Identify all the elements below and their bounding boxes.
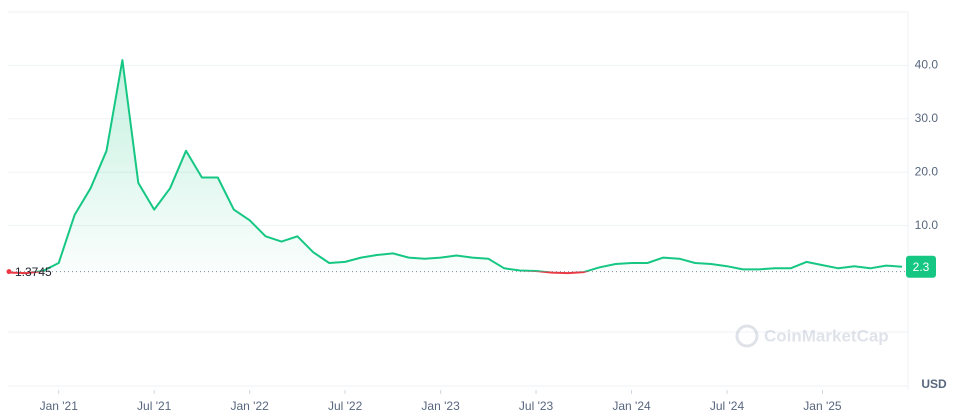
price-area	[11, 60, 902, 274]
price-line	[10, 59, 903, 275]
x-tick-label: Jul '21	[137, 399, 172, 413]
x-tick-label: Jan '22	[230, 399, 269, 413]
watermark: CoinMarketCap	[735, 324, 889, 348]
y-tick-label: 10.0	[915, 218, 939, 232]
currency-label: USD	[921, 377, 947, 391]
x-tick-label: Jan '25	[803, 399, 842, 413]
x-tick-label: Jan '24	[612, 399, 651, 413]
y-tick-label: 30.0	[915, 111, 939, 125]
plot: 10.0 20.0 30.0 40.0 Jan '21 Jul '21 Jan '22 Jul…	[6, 58, 939, 413]
y-tick-label: 40.0	[915, 58, 939, 72]
watermark-text: CoinMarketCap	[764, 326, 889, 345]
baseline-dot	[6, 269, 12, 275]
current-price-label: 2.3	[913, 260, 930, 274]
y-tick-label: 20.0	[915, 164, 939, 178]
x-tick-label: Jul '23	[519, 399, 554, 413]
x-tick-label: Jul '24	[710, 399, 745, 413]
x-tick-label: Jan '23	[421, 399, 460, 413]
x-tick-label: Jan '21	[40, 399, 79, 413]
baseline-label: 1.3745	[15, 265, 52, 279]
current-price-box	[906, 255, 936, 278]
x-tick-label: Jul '22	[328, 399, 363, 413]
